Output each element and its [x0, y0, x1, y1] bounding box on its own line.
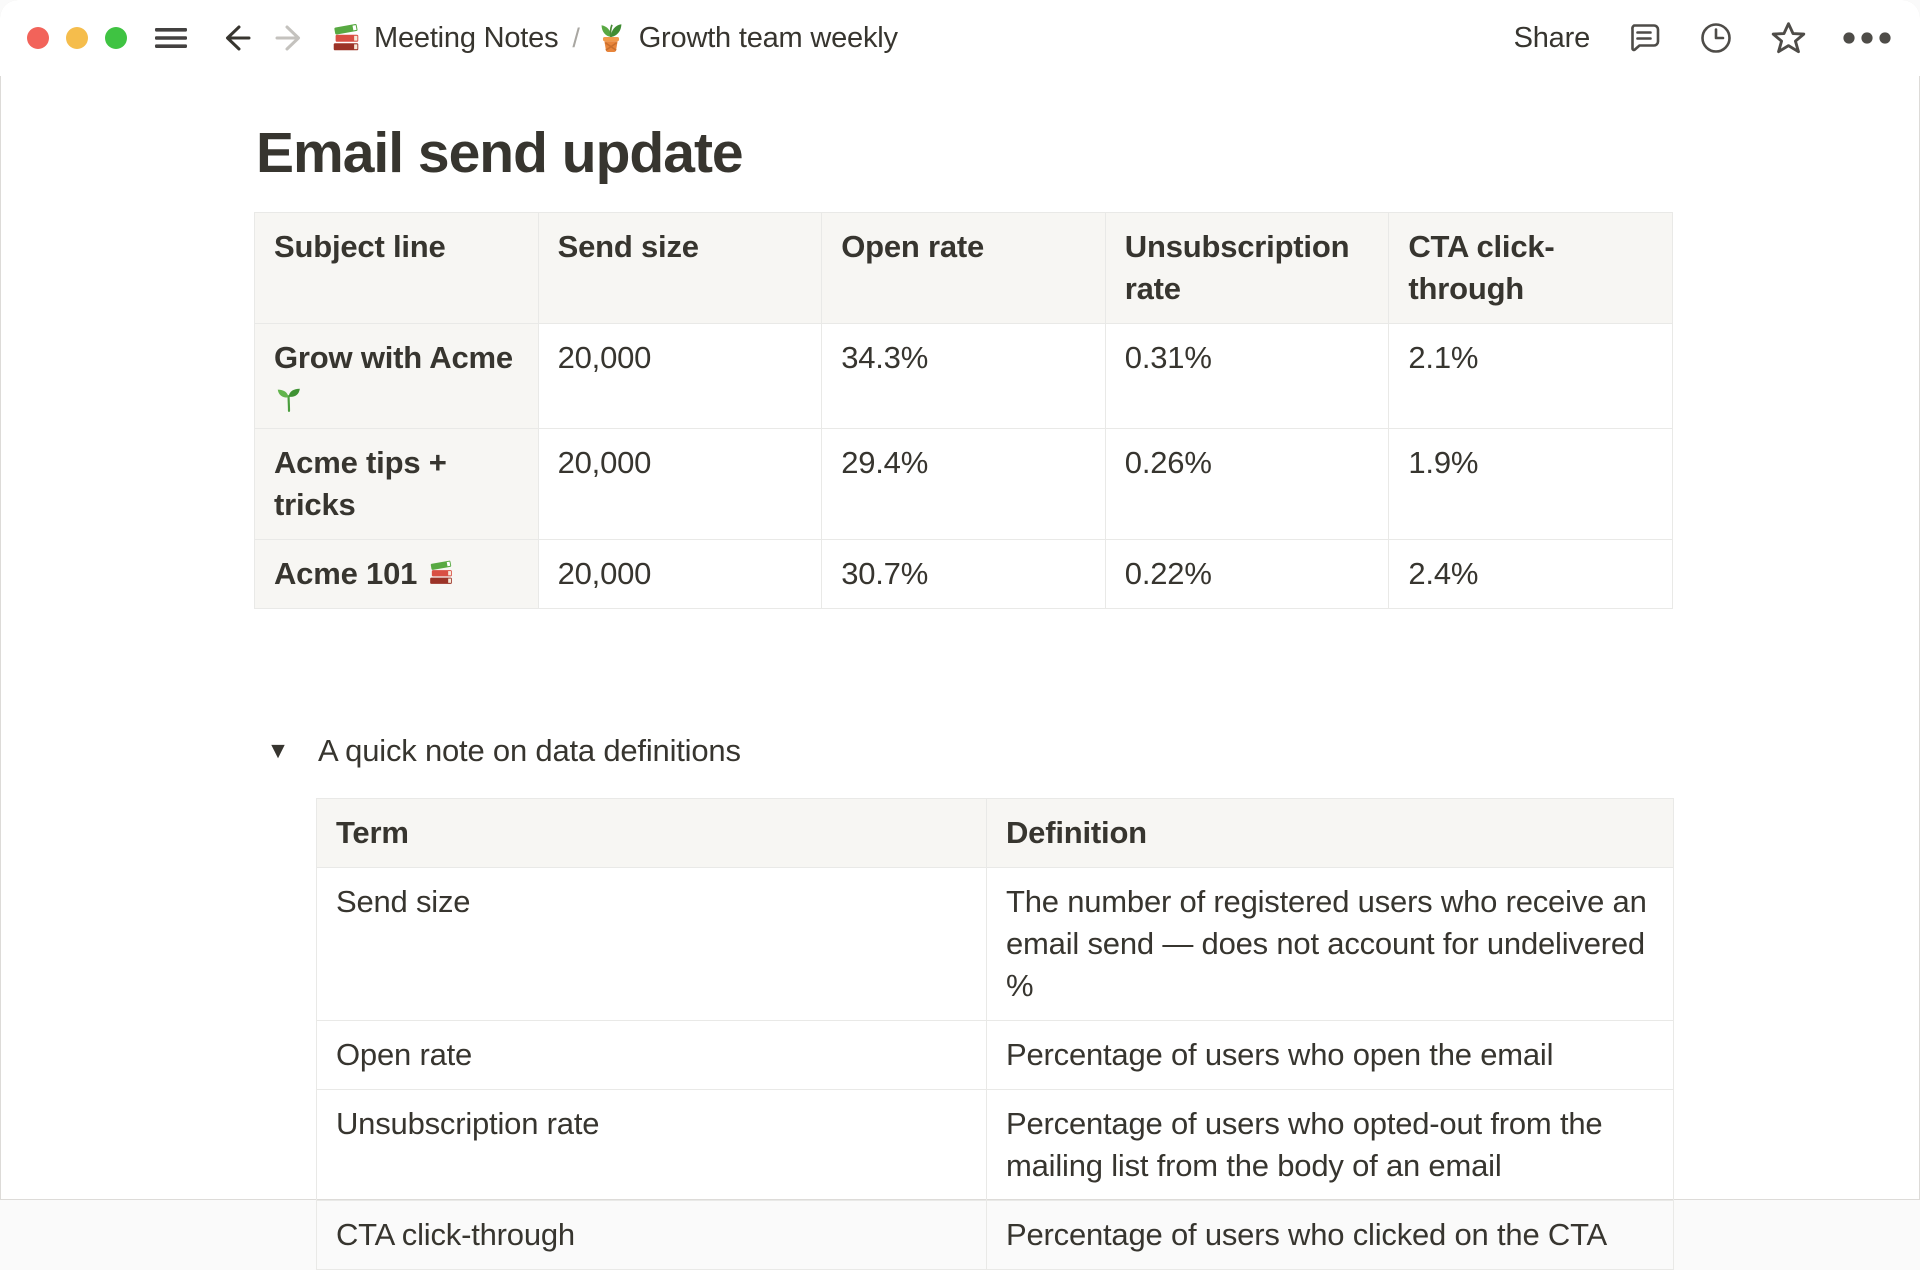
window-titlebar: Meeting Notes / Growth team weekly Share	[0, 0, 1920, 76]
send-size-cell[interactable]: 20,000	[538, 429, 822, 540]
favorite-button[interactable]	[1770, 20, 1807, 57]
potted-plant-emoji-icon	[594, 21, 628, 55]
breadcrumb-separator: /	[572, 23, 579, 54]
toggle-collapse-button[interactable]: ▼	[256, 729, 300, 772]
send-size-cell[interactable]: 20,000	[538, 324, 822, 429]
subject-cell[interactable]: Acme 101	[255, 540, 539, 609]
comments-button[interactable]	[1626, 20, 1662, 56]
table-header-row: Subject line Send size Open rate Unsubsc…	[255, 213, 1673, 324]
open-rate-cell[interactable]: 30.7%	[822, 540, 1106, 609]
column-header-cta-click-through: CTA click-through	[1389, 213, 1673, 324]
open-rate-cell[interactable]: 29.4%	[822, 429, 1106, 540]
share-button[interactable]: Share	[1514, 22, 1590, 55]
sidebar-menu-button[interactable]	[153, 22, 189, 54]
navigate-back-button[interactable]	[221, 22, 253, 54]
topbar-actions: Share	[1514, 20, 1891, 57]
cta-click-through-cell[interactable]: 2.1%	[1389, 324, 1673, 429]
seedling-emoji-icon	[274, 385, 519, 415]
cta-click-through-cell[interactable]: 1.9%	[1389, 429, 1673, 540]
column-header-send-size: Send size	[538, 213, 822, 324]
more-options-button[interactable]	[1843, 30, 1891, 46]
term-cell[interactable]: Open rate	[317, 1021, 987, 1090]
definition-cell[interactable]: Percentage of users who opted-out from t…	[987, 1090, 1674, 1201]
hamburger-icon	[153, 22, 189, 54]
breadcrumb-label: Meeting Notes	[374, 22, 558, 55]
column-header-term: Term	[317, 799, 987, 868]
unsubscription-rate-cell[interactable]: 0.31%	[1105, 324, 1389, 429]
table-row: CTA click-through Percentage of users wh…	[317, 1201, 1674, 1270]
toggle-block: ▼ A quick note on data definitions	[256, 729, 1920, 772]
unsubscription-rate-cell[interactable]: 0.22%	[1105, 540, 1389, 609]
page-title: Email send update	[256, 120, 1920, 186]
notion-window: Meeting Notes / Growth team weekly Share	[0, 0, 1920, 1200]
cta-click-through-cell[interactable]: 2.4%	[1389, 540, 1673, 609]
favorite-star-icon	[1770, 20, 1807, 57]
definitions-table: Term Definition Send size The number of …	[316, 798, 1674, 1270]
definition-cell[interactable]: Percentage of users who open the email	[987, 1021, 1674, 1090]
subject-cell[interactable]: Acme tips + tricks	[255, 429, 539, 540]
column-header-subject-line: Subject line	[255, 213, 539, 324]
toggle-triangle-icon: ▼	[267, 737, 290, 764]
toggle-label[interactable]: A quick note on data definitions	[318, 729, 741, 772]
navigate-forward-button[interactable]	[273, 22, 305, 54]
email-metrics-table: Subject line Send size Open rate Unsubsc…	[254, 212, 1673, 609]
back-arrow-icon	[221, 22, 253, 54]
column-header-definition: Definition	[987, 799, 1674, 868]
breadcrumb-growth-team-weekly[interactable]: Growth team weekly	[594, 21, 898, 55]
subject-cell[interactable]: Grow with Acme	[255, 324, 539, 429]
close-window-button[interactable]	[27, 27, 49, 49]
breadcrumb: Meeting Notes / Growth team weekly	[329, 21, 898, 55]
updates-clock-icon	[1698, 20, 1734, 56]
more-options-icon	[1843, 30, 1891, 46]
table-row: Grow with Acme 20,000 34.3% 0.31% 2.1%	[255, 324, 1673, 429]
table-row: Send size The number of registered users…	[317, 868, 1674, 1021]
unsubscription-rate-cell[interactable]: 0.26%	[1105, 429, 1389, 540]
updates-button[interactable]	[1698, 20, 1734, 56]
open-rate-cell[interactable]: 34.3%	[822, 324, 1106, 429]
comments-icon	[1626, 20, 1662, 56]
page-body: Email send update Subject line Send size…	[0, 120, 1920, 1270]
term-cell[interactable]: Unsubscription rate	[317, 1090, 987, 1201]
table-row: Acme 101	[255, 540, 1673, 609]
breadcrumb-meeting-notes[interactable]: Meeting Notes	[329, 21, 558, 55]
table-header-row: Term Definition	[317, 799, 1674, 868]
books-emoji-icon	[329, 21, 363, 55]
definition-cell[interactable]: The number of registered users who recei…	[987, 868, 1674, 1021]
books-emoji-icon	[426, 558, 456, 588]
zoom-window-button[interactable]	[105, 27, 127, 49]
term-cell[interactable]: CTA click-through	[317, 1201, 987, 1270]
forward-arrow-icon	[273, 22, 305, 54]
table-row: Acme tips + tricks 20,000 29.4% 0.26% 1.…	[255, 429, 1673, 540]
minimize-window-button[interactable]	[66, 27, 88, 49]
definition-cell[interactable]: Percentage of users who clicked on the C…	[987, 1201, 1674, 1270]
term-cell[interactable]: Send size	[317, 868, 987, 1021]
table-row: Unsubscription rate Percentage of users …	[317, 1090, 1674, 1201]
column-header-unsubscription-rate: Unsubscription rate	[1105, 213, 1389, 324]
breadcrumb-label: Growth team weekly	[639, 22, 898, 55]
column-header-open-rate: Open rate	[822, 213, 1106, 324]
window-controls	[27, 27, 127, 49]
table-row: Open rate Percentage of users who open t…	[317, 1021, 1674, 1090]
send-size-cell[interactable]: 20,000	[538, 540, 822, 609]
